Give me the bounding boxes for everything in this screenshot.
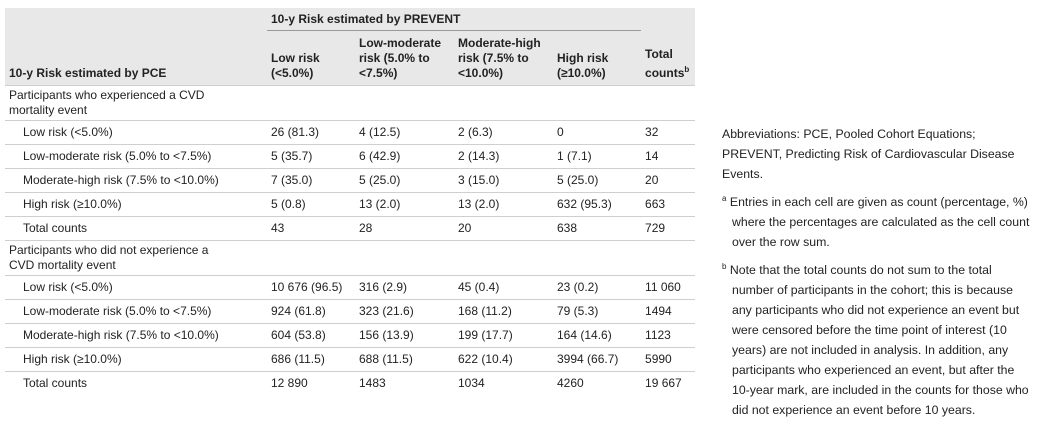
- pce-label: 10-y Risk estimated by PCE: [5, 8, 267, 86]
- cell: 5990: [641, 347, 696, 372]
- cell: 20: [641, 168, 696, 193]
- cell: 12 890: [267, 371, 355, 395]
- row-label: Moderate-high risk (7.5% to <10.0%): [5, 323, 267, 348]
- cell: 43: [267, 216, 355, 241]
- cell: 6 (42.9): [355, 144, 454, 169]
- section-title: Participants who experienced a CVD morta…: [5, 85, 696, 121]
- cell: 19 667: [641, 371, 696, 395]
- data-row: Low-moderate risk (5.0% to <7.5%) 5 (35.7…: [5, 144, 696, 169]
- data-row: Total counts 12 890 1483 1034 4260 19 667: [5, 371, 696, 395]
- notes: Abbreviations: PCE, Pooled Cohort Equati…: [722, 124, 1034, 425]
- cell: 2 (6.3): [454, 120, 553, 145]
- row-label: Low-moderate risk (5.0% to <7.5%): [5, 299, 267, 324]
- cell: 3 (15.0): [454, 168, 553, 193]
- cell: 164 (14.6): [553, 323, 642, 348]
- cell: 638: [553, 216, 642, 241]
- cell: 5 (25.0): [553, 168, 642, 193]
- column-header: Low-moderate risk (5.0% to <7.5%): [355, 30, 454, 86]
- cell: 3994 (66.7): [553, 347, 642, 372]
- cell: 1123: [641, 323, 696, 348]
- cell: 1483: [355, 371, 454, 395]
- cell: 4260: [553, 371, 642, 395]
- data-row: Moderate-high risk (7.5% to <10.0%) 604 (…: [5, 323, 696, 348]
- header-row: Low risk (<5.0%) Low-moderate risk (5.0% …: [5, 30, 695, 86]
- cell: 199 (17.7): [454, 323, 553, 348]
- cell: 28: [355, 216, 454, 241]
- footnote-text: Entries in each cell are given as count …: [729, 195, 1030, 250]
- cell: 5 (25.0): [355, 168, 454, 193]
- data-row: Low-moderate risk (5.0% to <7.5%) 924 (61…: [5, 299, 696, 324]
- cell: 2 (14.3): [454, 144, 553, 169]
- row-label: Total counts: [5, 371, 267, 395]
- column-header: Low risk (<5.0%): [267, 30, 355, 86]
- cell: 323 (21.6): [355, 299, 454, 324]
- cell: 4 (12.5): [355, 120, 454, 145]
- cell: 632 (95.3): [553, 192, 642, 217]
- cell: 23 (0.2): [553, 275, 642, 300]
- footnote: b Note that the total counts do not sum …: [722, 257, 1034, 420]
- cell: 168 (11.2): [454, 299, 553, 324]
- cell: 7 (35.0): [267, 168, 355, 193]
- row-label: Total counts: [5, 216, 267, 241]
- cell: 1494: [641, 299, 696, 324]
- footnote-mark: b: [722, 262, 727, 272]
- row-label: Low-moderate risk (5.0% to <7.5%): [5, 144, 267, 169]
- column-header: Moderate-high risk (7.5% to <10.0%): [454, 30, 553, 86]
- prevent-label: 10-y Risk estimated by PREVENT: [267, 8, 642, 31]
- cell: 729: [641, 216, 696, 241]
- cell: 924 (61.8): [267, 299, 355, 324]
- page: 10-y Risk estimated by PCE 10-y Risk esti…: [5, 8, 1030, 418]
- row-label: Low risk (<5.0%): [5, 120, 267, 145]
- cell: 622 (10.4): [454, 347, 553, 372]
- row-label: Low risk (<5.0%): [5, 275, 267, 300]
- cell: 14: [641, 144, 696, 169]
- column-header: High risk (≥10.0%): [553, 30, 642, 86]
- data-row: Moderate-high risk (7.5% to <10.0%) 7 (35…: [5, 168, 696, 193]
- cell: 1 (7.1): [553, 144, 642, 169]
- data-row: Low risk (<5.0%) 10 676 (96.5) 316 (2.9) 45…: [5, 275, 696, 300]
- row-label: High risk (≥10.0%): [5, 192, 267, 217]
- cell: 5 (0.8): [267, 192, 355, 217]
- cell: 10 676 (96.5): [267, 275, 355, 300]
- cell: 156 (13.9): [355, 323, 454, 348]
- row-label: Moderate-high risk (7.5% to <10.0%): [5, 168, 267, 193]
- cell: 13 (2.0): [355, 192, 454, 217]
- cell: 11 060: [641, 275, 696, 300]
- table-body: 10-y Risk estimated by PCE 10-y Risk esti…: [5, 8, 696, 395]
- cell: 686 (11.5): [267, 347, 355, 372]
- cell: 0: [553, 120, 642, 145]
- cell: 26 (81.3): [267, 120, 355, 145]
- cell: 316 (2.9): [355, 275, 454, 300]
- section-row: Participants who experienced a CVD morta…: [5, 85, 696, 121]
- cell: 45 (0.4): [454, 275, 553, 300]
- cell: 20: [454, 216, 553, 241]
- cell: 1034: [454, 371, 553, 395]
- cell: 32: [641, 120, 696, 145]
- cell: 5 (35.7): [267, 144, 355, 169]
- section-title: Participants who did not experience a CV…: [5, 240, 696, 276]
- data-row: Low risk (<5.0%) 26 (81.3) 4 (12.5) 2 (6.3)…: [5, 120, 696, 145]
- total-sup: b: [684, 65, 690, 74]
- cell: 79 (5.3): [553, 299, 642, 324]
- row-label: High risk (≥10.0%): [5, 347, 267, 372]
- footnote: a Entries in each cell are given as coun…: [722, 189, 1034, 252]
- data-row: High risk (≥10.0%) 5 (0.8) 13 (2.0) 13 (2.0…: [5, 192, 696, 217]
- total-label: Total counts: [645, 47, 685, 80]
- header-row: 10-y Risk estimated by PCE 10-y Risk esti…: [5, 8, 696, 86]
- section-row: Participants who did not experience a CV…: [5, 240, 696, 276]
- cell: 604 (53.8): [267, 323, 355, 348]
- footnote-mark: a: [722, 194, 727, 203]
- risk-table: 10-y Risk estimated by PCE 10-y Risk esti…: [5, 8, 696, 395]
- abbreviations: Abbreviations: PCE, Pooled Cohort Equati…: [722, 127, 1015, 181]
- data-row: Total counts 43 28 20 638 729: [5, 216, 696, 241]
- data-row: High risk (≥10.0%) 686 (11.5) 688 (11.5) 62…: [5, 347, 696, 372]
- cell: 13 (2.0): [454, 192, 553, 217]
- cell: 688 (11.5): [355, 347, 454, 372]
- cell: 663: [641, 192, 696, 217]
- total-header: Total countsb: [641, 8, 696, 86]
- footnote-text: Note that the total counts do not sum to…: [729, 263, 1029, 418]
